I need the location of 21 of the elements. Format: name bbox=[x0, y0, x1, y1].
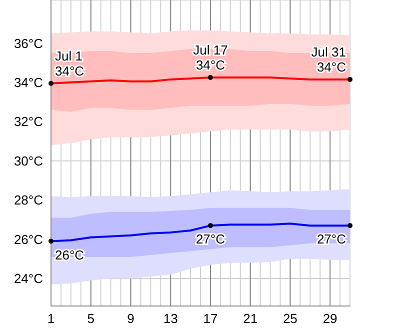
y-tick-label: 36°C bbox=[14, 36, 43, 51]
y-tick-label: 28°C bbox=[14, 192, 43, 208]
x-tick-label: 1 bbox=[47, 311, 55, 326]
y-tick-label: 32°C bbox=[14, 114, 43, 130]
annotation: 26°C bbox=[55, 247, 84, 262]
annotation: Jul 1 34°C bbox=[55, 48, 84, 78]
annotation: Jul 31 34°C bbox=[311, 44, 346, 74]
x-tick-label: 21 bbox=[243, 311, 258, 326]
y-tick-label: 26°C bbox=[14, 232, 43, 247]
y-tick-label: 24°C bbox=[14, 271, 43, 286]
annotation: Jul 17 34°C bbox=[193, 42, 228, 72]
x-tick-label: 29 bbox=[322, 311, 338, 326]
x-tick-label: 5 bbox=[87, 311, 94, 326]
x-tick-label: 17 bbox=[203, 311, 218, 326]
x-tick-label: 13 bbox=[163, 311, 178, 326]
x-tick-label: 9 bbox=[127, 311, 134, 326]
y-tick-label: 30°C bbox=[14, 153, 43, 168]
x-tick-label: 25 bbox=[282, 311, 298, 326]
y-tick-label: 34°C bbox=[14, 75, 43, 90]
annotation: 27°C bbox=[316, 232, 346, 247]
annotation: 27°C bbox=[196, 232, 225, 247]
